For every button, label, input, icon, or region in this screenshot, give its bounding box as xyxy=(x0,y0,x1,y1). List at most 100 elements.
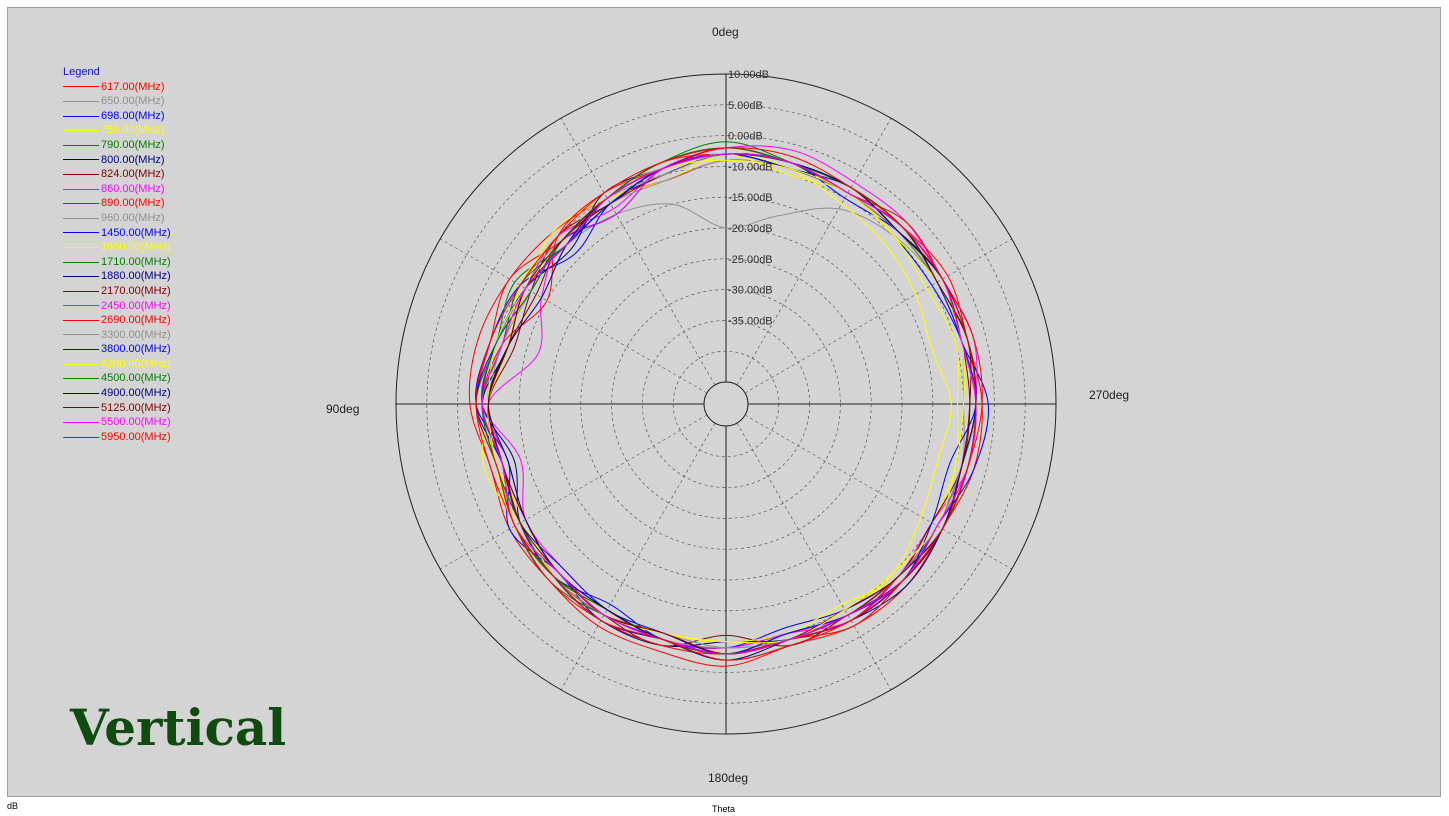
radial-tick-label: 5.00dB xyxy=(728,100,763,112)
legend-swatch xyxy=(63,159,99,161)
legend-label: 1450.00(MHz) xyxy=(101,226,171,239)
legend-label: 3800.00(MHz) xyxy=(101,343,171,356)
legend-label: 3300.00(MHz) xyxy=(101,328,171,341)
angle-label-left: 90deg xyxy=(326,402,359,416)
legend-item: 824.00(MHz) xyxy=(63,167,171,182)
radial-tick-label: 0.00dB xyxy=(728,131,763,143)
legend-item: 960.00(MHz) xyxy=(63,211,171,226)
angle-label-bottom: 180deg xyxy=(708,771,748,785)
angle-label-right: 270deg xyxy=(1089,388,1129,402)
legend-swatch xyxy=(63,363,99,365)
angle-label-top: 0deg xyxy=(712,25,739,39)
legend-swatch xyxy=(63,422,99,424)
legend-item: 860.00(MHz) xyxy=(63,182,171,197)
polarization-label: Vertical xyxy=(70,698,287,757)
legend-swatch xyxy=(63,188,99,190)
legend-item: 2690.00(MHz) xyxy=(63,313,171,328)
polar-chart: 10.00dB 5.00dB 0.00dB -10.00dB -15.00dB -20.0… xyxy=(326,25,1129,785)
series-line-24 xyxy=(475,147,977,661)
legend-item: 5500.00(MHz) xyxy=(63,415,171,430)
legend-item: 650.00(MHz) xyxy=(63,94,171,109)
legend-item: 890.00(MHz) xyxy=(63,196,171,211)
center-hole xyxy=(703,381,749,427)
legend-swatch xyxy=(63,305,99,307)
status-unit: dB xyxy=(7,801,19,811)
legend-swatch xyxy=(63,261,99,263)
legend-swatch xyxy=(63,173,99,175)
legend-item: 4200.00(MHz) xyxy=(63,357,171,372)
legend-swatch xyxy=(63,115,99,117)
legend-swatch xyxy=(63,290,99,292)
legend-item: 2170.00(MHz) xyxy=(63,284,171,299)
series-layer xyxy=(468,141,989,667)
legend-label: 4900.00(MHz) xyxy=(101,387,171,400)
legend-swatch xyxy=(63,334,99,336)
legend-swatch xyxy=(63,100,99,102)
legend-label: 860.00(MHz) xyxy=(101,182,165,195)
legend: Legend 617.00(MHz) 650.00(MHz) 698.00(MHz)… xyxy=(63,65,171,444)
legend-label: 890.00(MHz) xyxy=(101,197,165,210)
legend-item: 1710.00(MHz) xyxy=(63,255,171,270)
legend-swatch xyxy=(63,203,99,205)
legend-label: 650.00(MHz) xyxy=(101,95,165,108)
legend-label: 2450.00(MHz) xyxy=(101,299,171,312)
grid-spoke xyxy=(440,414,708,570)
legend-item: 4900.00(MHz) xyxy=(63,386,171,401)
legend-swatch xyxy=(63,436,99,438)
legend-item: 800.00(MHz) xyxy=(63,153,171,168)
legend-swatch xyxy=(63,349,99,351)
radial-tick-label: -25.00dB xyxy=(728,254,773,266)
legend-label: 4500.00(MHz) xyxy=(101,372,171,385)
legend-label: 1880.00(MHz) xyxy=(101,270,171,283)
legend-title: Legend xyxy=(63,66,100,78)
legend-swatch xyxy=(63,86,99,88)
legend-item: 4500.00(MHz) xyxy=(63,371,171,386)
legend-label: 1600.00(MHz) xyxy=(101,241,171,254)
legend-label: 2690.00(MHz) xyxy=(101,314,171,327)
legend-item: 5950.00(MHz) xyxy=(63,430,171,445)
axis-labels: 10.00dB 5.00dB 0.00dB -10.00dB -15.00dB -20.0… xyxy=(326,25,1129,785)
legend-label: 5125.00(MHz) xyxy=(101,401,171,414)
legend-rows: 617.00(MHz) 650.00(MHz) 698.00(MHz) 750.00(… xyxy=(63,80,171,445)
legend-swatch xyxy=(63,232,99,234)
radial-tick-label: -30.00dB xyxy=(728,285,773,297)
grid-spoke xyxy=(744,238,1012,394)
legend-label: 5500.00(MHz) xyxy=(101,416,171,429)
legend-item: 698.00(MHz) xyxy=(63,109,171,124)
legend-swatch xyxy=(63,130,99,132)
radial-tick-label: -35.00dB xyxy=(728,315,773,327)
legend-label: 750.00(MHz) xyxy=(101,124,165,137)
legend-label: 960.00(MHz) xyxy=(101,211,165,224)
legend-swatch xyxy=(63,217,99,219)
status-axis: Theta xyxy=(712,804,736,814)
legend-swatch xyxy=(63,319,99,321)
legend-item: 1450.00(MHz) xyxy=(63,226,171,241)
radial-tick-label: 10.00dB xyxy=(728,69,769,81)
legend-label: 617.00(MHz) xyxy=(101,80,165,93)
legend-label: 800.00(MHz) xyxy=(101,153,165,166)
legend-item: 2450.00(MHz) xyxy=(63,299,171,314)
radial-tick-label: -15.00dB xyxy=(728,192,773,204)
legend-swatch xyxy=(63,276,99,278)
legend-label: 824.00(MHz) xyxy=(101,168,165,181)
legend-swatch xyxy=(63,378,99,380)
grid-spoke xyxy=(736,422,892,690)
radial-tick-label: -20.00dB xyxy=(728,223,773,235)
legend-label: 1710.00(MHz) xyxy=(101,255,171,268)
legend-swatch xyxy=(63,392,99,394)
legend-label: 4200.00(MHz) xyxy=(101,357,171,370)
legend-item: 750.00(MHz) xyxy=(63,123,171,138)
legend-item: 1600.00(MHz) xyxy=(63,240,171,255)
legend-item: 617.00(MHz) xyxy=(63,80,171,95)
legend-item: 1880.00(MHz) xyxy=(63,269,171,284)
legend-item: 3300.00(MHz) xyxy=(63,328,171,343)
legend-label: 5950.00(MHz) xyxy=(101,430,171,443)
legend-item: 790.00(MHz) xyxy=(63,138,171,153)
legend-label: 698.00(MHz) xyxy=(101,109,165,122)
legend-swatch xyxy=(63,246,99,248)
legend-label: 790.00(MHz) xyxy=(101,138,165,151)
plot-area: 10.00dB 5.00dB 0.00dB -10.00dB -15.00dB -20.0… xyxy=(7,7,1441,797)
legend-swatch xyxy=(63,407,99,409)
polar-grid xyxy=(395,73,1057,735)
legend-label: 2170.00(MHz) xyxy=(101,284,171,297)
